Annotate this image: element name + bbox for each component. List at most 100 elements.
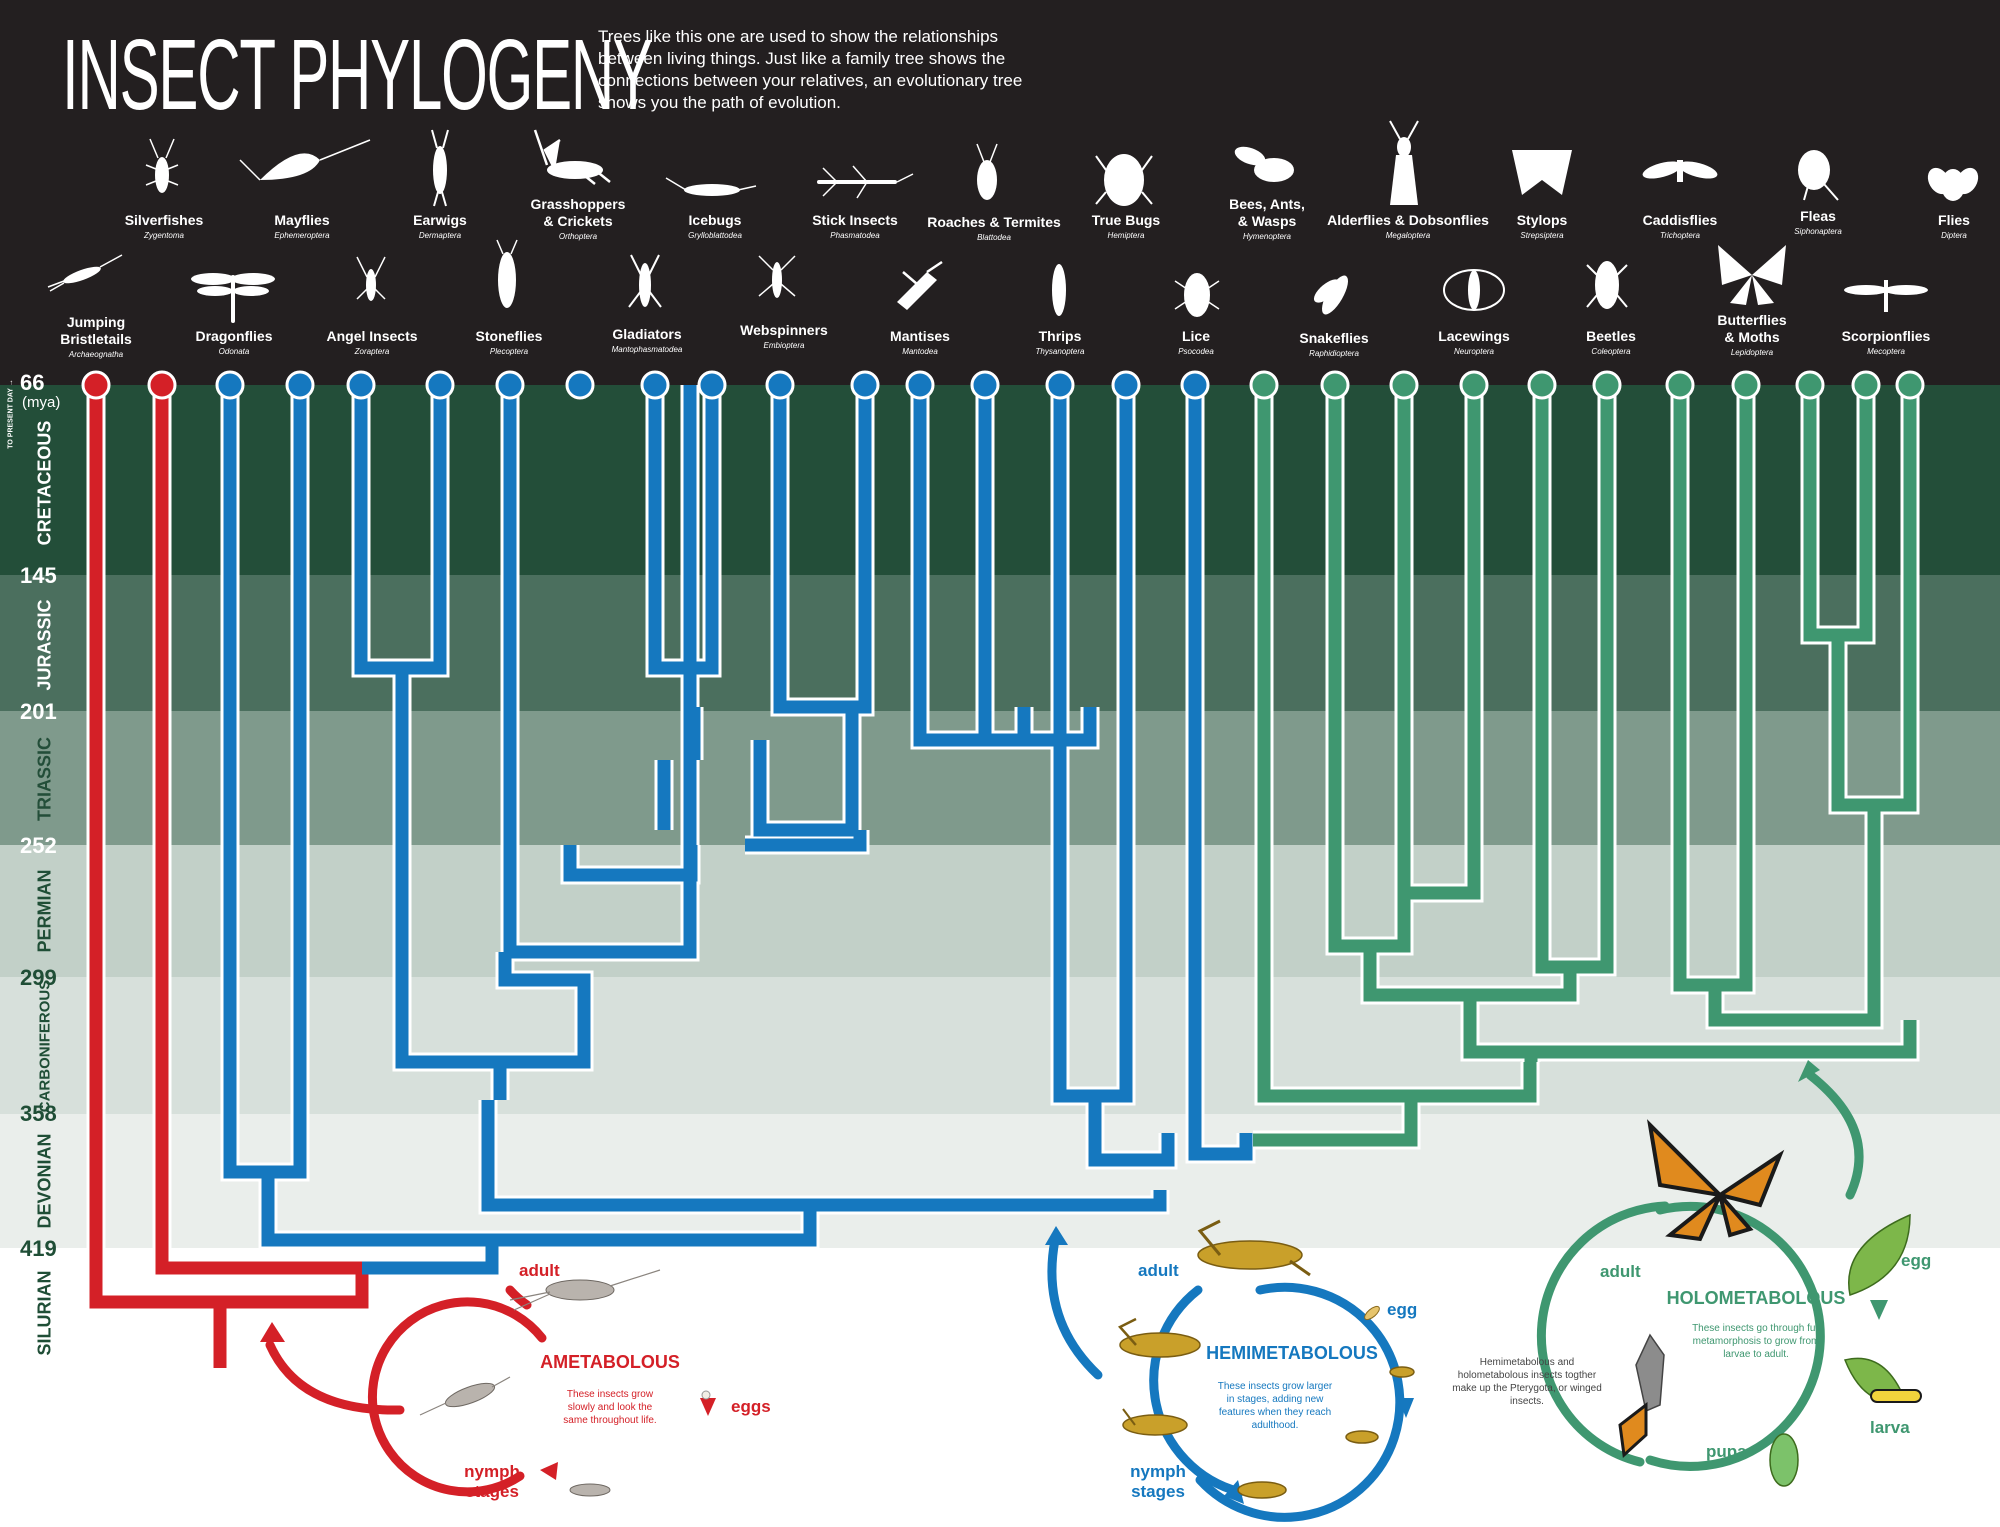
boundary-label-5: 358 [20, 1101, 57, 1126]
tip-mantises [905, 370, 935, 400]
caterpillar-icon [1843, 1357, 1922, 1403]
angel-insect-icon [356, 256, 386, 301]
taxon-name: Mantises [890, 328, 950, 344]
taxon-latin: Odonata [218, 347, 250, 356]
taxon-name: Mayflies [274, 212, 330, 228]
taxon-label-icebugs: Icebugs Grylloblattodea [688, 212, 742, 241]
holo-illustrations [1618, 1119, 1922, 1487]
holo-stage-egg: egg [1901, 1251, 1932, 1270]
ameta-egg-icon [701, 1390, 711, 1400]
boundary-label-3: 252 [20, 833, 57, 858]
mayfly-icon [239, 139, 371, 181]
taxon-latin: Strepsiptera [1520, 231, 1564, 240]
holo-title: HOLOMETABOLOUS [1666, 1288, 1846, 1308]
hemi-title: HEMIMETABOLOUS [1206, 1343, 1378, 1363]
taxon-latin: Zygentoma [143, 231, 185, 240]
ameta-stage-adult: adult [519, 1261, 560, 1280]
tip-caddisflies [1665, 370, 1695, 400]
taxon-latin: Plecoptera [489, 347, 529, 356]
boundary-label-0: 66 [20, 370, 45, 395]
hemi-stage-egg: egg [1387, 1300, 1418, 1319]
taxon-name: Icebugs [688, 212, 742, 228]
tip-stoneflies [495, 370, 525, 400]
tip-roaches [970, 370, 1000, 400]
roach-icon [976, 143, 998, 200]
grasshopper-nymph-icon-2 [1122, 1408, 1188, 1436]
era-band-cretaceous [0, 385, 2000, 575]
grasshopper-nymph-icon-4 [1345, 1430, 1379, 1444]
taxon-label-stylops: Stylops Strepsiptera [1517, 212, 1568, 241]
taxon-latin: Hemiptera [1107, 231, 1145, 240]
tip-butterflies [1731, 370, 1761, 400]
taxon-name: Butterflies & Moths [1717, 312, 1787, 345]
taxon-latin: Orthoptera [558, 232, 598, 241]
hemi-cycle-arc [1195, 1282, 1405, 1522]
branch-hemimetabolous [223, 385, 1253, 1275]
boundary-label-6: 419 [20, 1236, 57, 1261]
taxon-label-silverfishes: Silverfishes Zygentoma [125, 212, 204, 241]
taxon-name: Silverfishes [124, 212, 204, 228]
gladiator-icon [628, 254, 662, 308]
taxon-name: Stick Insects [812, 212, 898, 228]
beetle-icon [1586, 261, 1628, 309]
tip-dots [81, 370, 1925, 400]
taxon-latin: Siphonaptera [1794, 227, 1842, 236]
grasshopper-nymph-icon-5 [1389, 1366, 1415, 1378]
ameta-cycle-arc [367, 1297, 547, 1497]
taxon-name: Dragonflies [195, 328, 273, 344]
wasp-icon [1234, 146, 1294, 182]
taxon-label-angel-insects: Angel Insects Zoraptera [326, 328, 417, 357]
tip-gladiators [640, 370, 670, 400]
branch-holometabolous [1253, 385, 1917, 1147]
taxon-label-flies: Flies Diptera [1938, 212, 1970, 241]
taxon-name: Jumping Bristletails [60, 314, 132, 347]
fly-icon [1927, 167, 1979, 201]
taxon-latin: Neuroptera [1453, 347, 1495, 356]
tip-grasshoppers [565, 370, 595, 400]
hemi-stage-adult: adult [1138, 1261, 1179, 1280]
taxon-latin: Megaloptera [1385, 231, 1431, 240]
holo-stage-larva: larva [1870, 1418, 1910, 1437]
stylops-icon [1512, 150, 1572, 195]
tip-dragonflies [215, 370, 245, 400]
era-band-jurassic [0, 575, 2000, 711]
tip-fleas [1795, 370, 1825, 400]
taxon-name: Fleas [1800, 208, 1836, 224]
taxon-label-mayflies: Mayflies Ephemeroptera [274, 212, 329, 241]
taxon-label-bees: Bees, Ants, & Wasps Hymenoptera [1227, 196, 1307, 242]
taxon-latin: Blattodea [977, 233, 1011, 242]
tip-bees [1249, 370, 1279, 400]
taxon-label-lice: Lice Psocodea [1178, 328, 1214, 357]
tip-stick-insects [850, 370, 880, 400]
taxon-label-thrips: Thrips Thysanoptera [1036, 328, 1085, 357]
true-bug-icon [1095, 154, 1153, 206]
taxon-label-butterflies: Butterflies & Moths Lepidoptera [1712, 312, 1792, 358]
hemi-egg-icon [1364, 1305, 1380, 1321]
taxon-label-caddisflies: Caddisflies Trichoptera [1643, 212, 1718, 241]
insect-silhouettes [47, 120, 1979, 323]
emerging-butterfly-icon [1618, 1333, 1665, 1459]
taxon-latin: Hymenoptera [1242, 232, 1292, 241]
ameta-stage-nymph: nymph stages [464, 1462, 520, 1501]
pterygota-note: Hemimetabolous and holometabolous insect… [1452, 1357, 1602, 1407]
tip-flies [1895, 370, 1925, 400]
taxon-name: Snakeflies [1299, 330, 1369, 346]
tip-earwigs [425, 370, 455, 400]
tip-scorpionflies [1851, 370, 1881, 400]
taxon-label-grasshoppers: Grasshoppers & Crickets Orthoptera [528, 196, 628, 242]
taxon-name: Webspinners [740, 322, 828, 338]
leaf-egg-icon [1848, 1213, 1911, 1296]
taxon-label-roaches: Roaches & Termites Blattodea [927, 214, 1061, 243]
ameta-arrowhead-1 [700, 1398, 716, 1416]
mantis-icon [897, 260, 943, 310]
hemi-illustrations [1117, 1219, 1415, 1499]
taxon-latin: Ephemeroptera [274, 231, 330, 240]
stonefly-icon [496, 239, 518, 308]
tip-lacewings [1459, 370, 1489, 400]
taxon-name: Lice [1181, 328, 1210, 344]
tip-alderflies [1389, 370, 1419, 400]
silverfish-small-icon [569, 1483, 611, 1497]
page-title: INSECT PHYLOGENY [62, 19, 653, 131]
intro-text: Trees like this one are used to show the… [598, 27, 1023, 112]
